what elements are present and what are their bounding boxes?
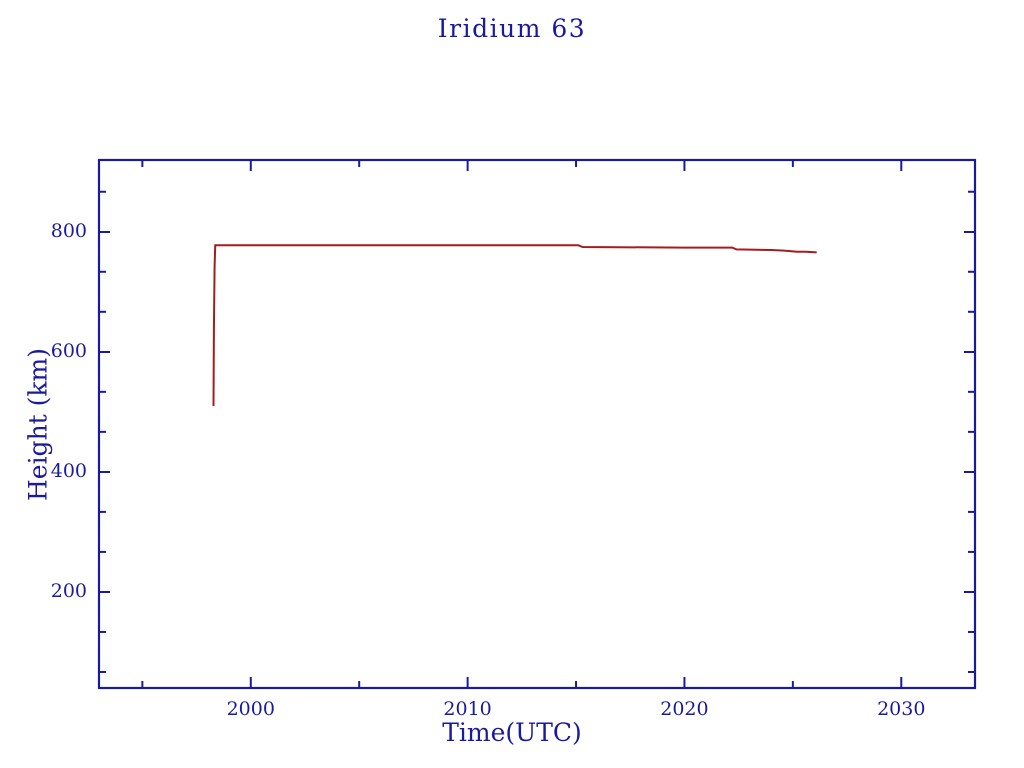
y-tick-label: 600	[50, 340, 87, 362]
x-tick-label: 2030	[877, 698, 926, 720]
plot-frame	[97, 158, 977, 690]
x-axis-title: Time(UTC)	[442, 718, 582, 747]
y-tick-label: 800	[50, 220, 87, 242]
data-series	[212, 244, 817, 407]
x-tick-label: 2000	[226, 698, 275, 720]
series-line-0	[212, 244, 817, 407]
y-tick-label: 200	[50, 580, 87, 602]
axes-frame	[97, 158, 977, 690]
y-tick-label: 400	[50, 460, 87, 482]
chart-title: Iridium 63	[437, 14, 587, 43]
axis-ticks	[99, 160, 975, 688]
x-tick-label: 2020	[660, 698, 709, 720]
x-tick-label: 2010	[443, 698, 492, 720]
